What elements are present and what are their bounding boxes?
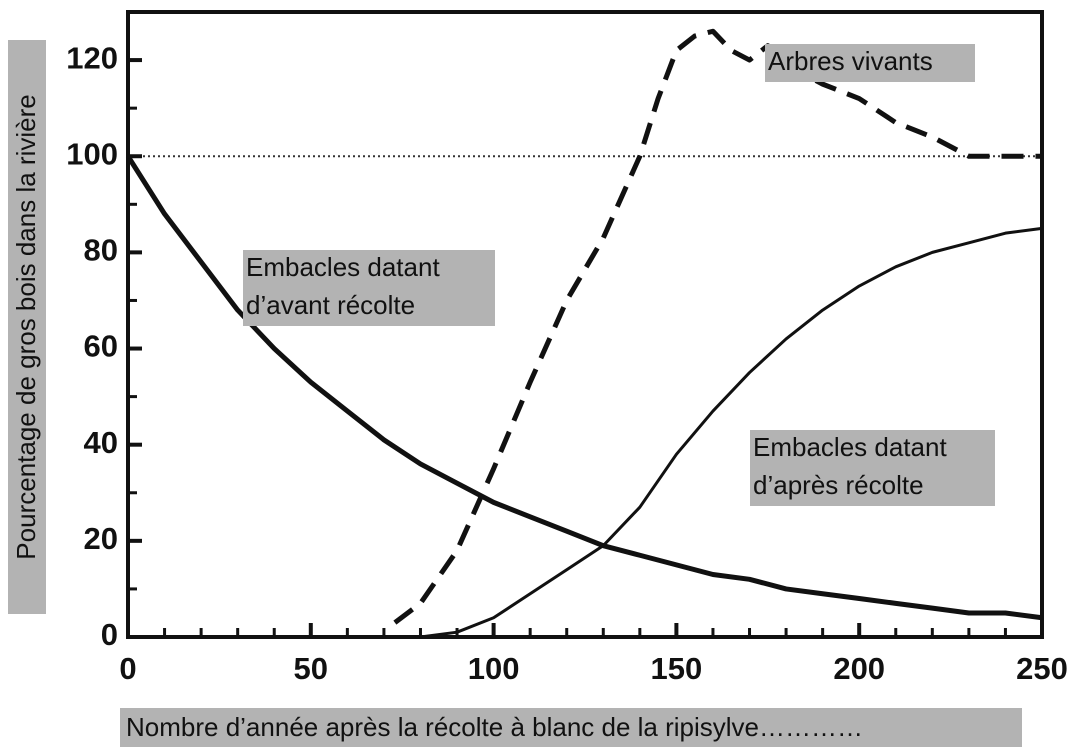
y-axis-label: Pourcentage de gros bois dans la rivière [11, 94, 41, 559]
annotation-bg [750, 430, 995, 506]
x-tick-label: 250 [1016, 651, 1068, 686]
x-tick-label: 150 [651, 651, 703, 686]
x-tick-label: 100 [468, 651, 520, 686]
y-label-bg [8, 40, 46, 614]
annotation: Arbres vivants [768, 46, 933, 76]
y-tick-label: 100 [66, 136, 118, 171]
x-axis-label: Nombre d’année après la récolte à blanc … [126, 712, 863, 742]
plot-frame [126, 10, 1044, 639]
y-tick-label: 80 [84, 233, 118, 268]
y-tick-label: 0 [101, 617, 118, 652]
annotation-bg [765, 44, 975, 82]
x-tick-label: 200 [833, 651, 885, 686]
y-tick-label: 120 [66, 40, 118, 75]
series-line [393, 28, 1042, 625]
annotation: Embacles datant [753, 432, 947, 462]
annotation: d’après récolte [753, 470, 924, 500]
y-tick-label: 60 [84, 329, 118, 364]
y-tick-label: 40 [84, 425, 118, 460]
x-tick-label: 50 [294, 651, 328, 686]
annotation: d’avant récolte [246, 290, 415, 320]
annotation-bg [243, 250, 495, 326]
annotation: Embacles datant [246, 252, 440, 282]
x-tick-label: 0 [119, 651, 136, 686]
series-line [125, 154, 1043, 621]
y-tick-label: 20 [84, 521, 118, 556]
x-label-bg [120, 708, 1022, 747]
